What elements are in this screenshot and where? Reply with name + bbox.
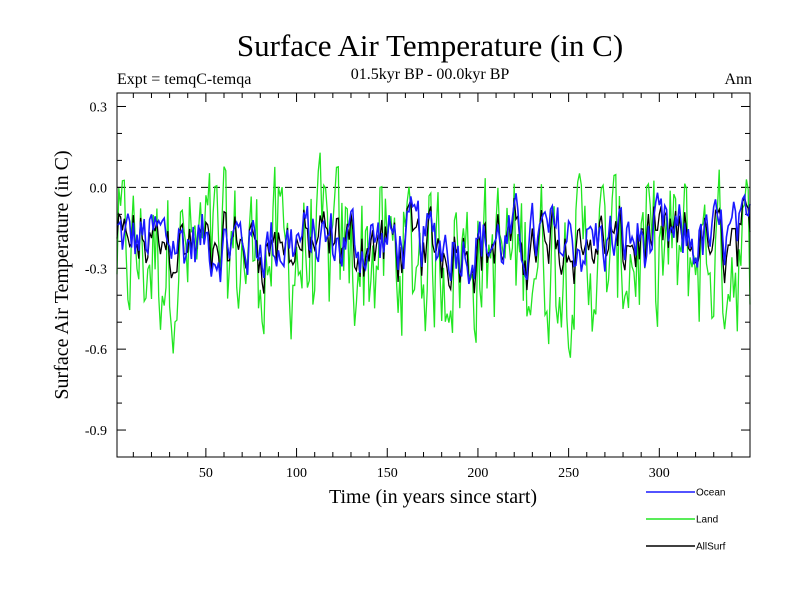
series-line-land: [116, 152, 751, 358]
y-axis-label: Surface Air Temperature (in C): [51, 150, 73, 399]
y-tick-label: -0.6: [85, 343, 107, 358]
series-line-ocean: [116, 192, 751, 285]
y-tick-label: -0.3: [85, 262, 107, 277]
plot-frame: [116, 92, 751, 458]
x-tick-label: 50: [199, 466, 213, 481]
y-tick-label: 0.0: [90, 181, 108, 196]
chart-subtitle: 01.5kyr BP - 00.0kyr BP: [350, 66, 510, 83]
experiment-label: Expt = temqC-temqa: [117, 71, 252, 88]
x-tick-label: 150: [377, 466, 398, 481]
y-tick-label: 0.3: [90, 100, 108, 115]
legend-label-land: Land: [696, 515, 718, 526]
legend-label-allsurf: AllSurf: [696, 542, 726, 553]
series-lines: [116, 152, 751, 358]
chart-title: Surface Air Temperature (in C): [236, 28, 624, 63]
legend: Ocean Land AllSurf: [646, 488, 726, 553]
x-axis-label: Time (in years since start): [329, 486, 537, 508]
x-tick-label: 200: [467, 466, 488, 481]
x-tick-label: 300: [649, 466, 670, 481]
y-tick-labels: 0.3 0.0 -0.3 -0.6 -0.9: [85, 100, 107, 439]
x-tick-label: 250: [558, 466, 579, 481]
y-tick-label: -0.9: [85, 424, 107, 439]
x-tick-labels: 50 100 150 200 250 300: [199, 466, 670, 481]
x-tick-label: 100: [286, 466, 307, 481]
legend-label-ocean: Ocean: [696, 488, 725, 499]
season-label: Ann: [724, 71, 752, 88]
